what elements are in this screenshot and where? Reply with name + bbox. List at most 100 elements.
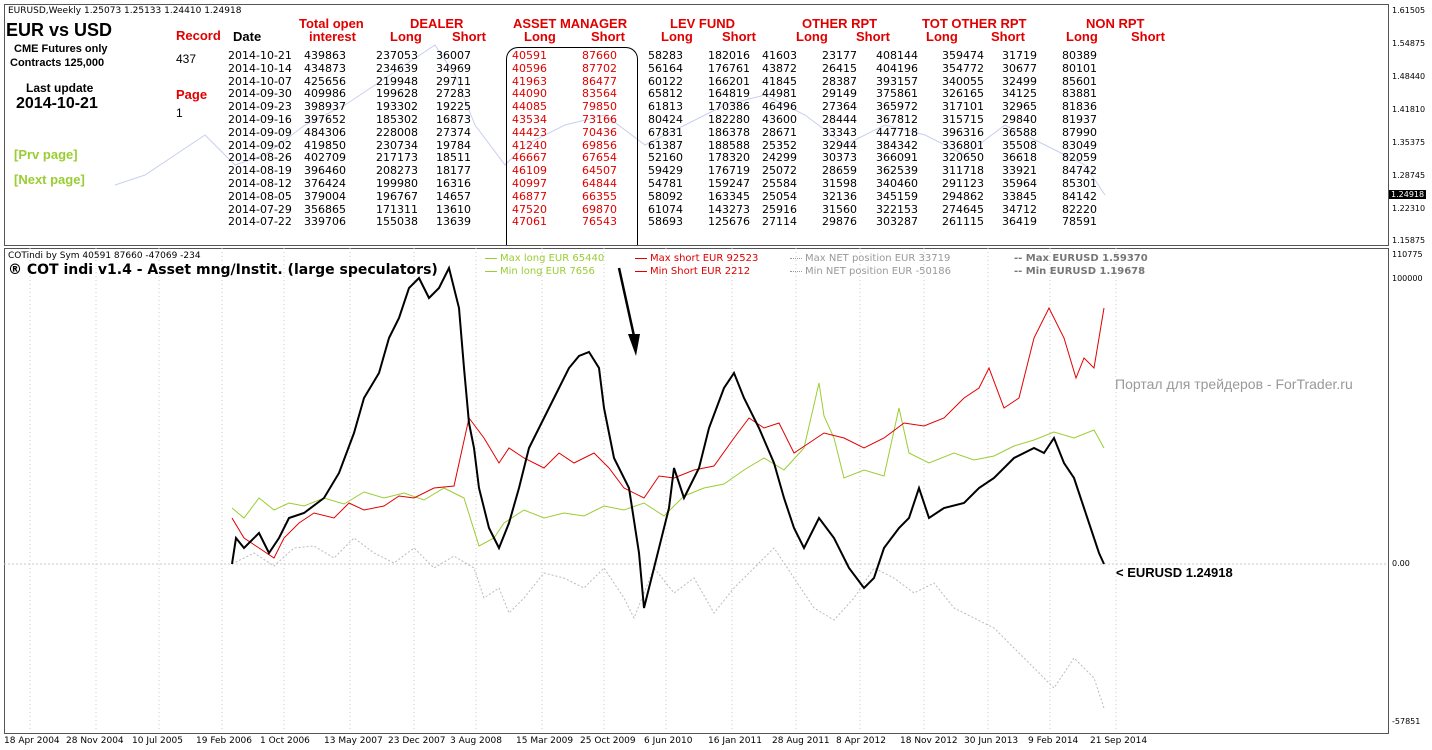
next-page-button[interactable]: [Next page] xyxy=(14,172,85,187)
net-position-line xyxy=(231,537,1105,709)
table-cell: 66355 xyxy=(582,189,617,203)
table-cell: 33343 xyxy=(822,125,857,139)
table-cell: 2014-07-22 xyxy=(228,215,292,229)
table-cell: 43872 xyxy=(762,61,797,75)
indicator-header: COTindi by Sym 40591 87660 -47069 -234 xyxy=(8,251,201,261)
table-cell: 47061 xyxy=(512,215,547,229)
table-cell: 170386 xyxy=(708,100,750,114)
date-tick: 8 Apr 2012 xyxy=(836,736,886,746)
table-cell: 159247 xyxy=(708,176,750,190)
table-row: 2014-07-22 339706 155038 13639 47061 76543 586… xyxy=(228,216,1116,229)
legend-text: Max long EUR 65440 xyxy=(500,253,605,264)
price-tick: 1.22310 xyxy=(1392,204,1426,213)
table-cell: 261115 xyxy=(942,215,984,229)
table-cell: 46496 xyxy=(762,100,797,114)
table-cell: 87990 xyxy=(1062,125,1097,139)
table-cell: 31560 xyxy=(822,202,857,216)
header-dealer: DEALER xyxy=(410,16,464,31)
table-cell: 185302 xyxy=(376,112,418,126)
table-cell: 30677 xyxy=(1002,61,1037,75)
table-cell: 396316 xyxy=(942,125,984,139)
table-cell: 36419 xyxy=(1002,215,1037,229)
header-total-open-2: interest xyxy=(309,29,356,44)
table-cell: 31598 xyxy=(822,176,857,190)
header-date: Date xyxy=(233,29,262,44)
table-cell: 32136 xyxy=(822,189,857,203)
table-cell: 182280 xyxy=(708,112,750,126)
table-cell: 2014-08-12 xyxy=(228,176,292,190)
table-cell: 176719 xyxy=(708,164,750,178)
table-row: 2014-09-23 398937 193302 19225 44085 79850 618… xyxy=(228,100,1116,114)
table-cell: 303287 xyxy=(876,215,918,229)
table-cell: 82059 xyxy=(1062,151,1097,165)
table-cell: 34125 xyxy=(1002,87,1037,101)
table-cell: 166201 xyxy=(708,74,750,88)
table-cell: 83881 xyxy=(1062,87,1097,101)
header-dealer-long: Long xyxy=(390,29,422,44)
table-cell: 67831 xyxy=(648,125,683,139)
table-cell: 219948 xyxy=(376,74,418,88)
table-cell: 404196 xyxy=(876,61,918,75)
date-tick: 13 May 2007 xyxy=(324,736,383,746)
header-other-rpt: OTHER RPT xyxy=(802,16,878,31)
legend-max-short: Max short EUR 92523 xyxy=(635,253,758,264)
table-cell: 18177 xyxy=(436,164,471,178)
table-cell: 16316 xyxy=(436,176,471,190)
table-cell: 163345 xyxy=(708,189,750,203)
table-cell: 217173 xyxy=(376,151,418,165)
table-cell: 79850 xyxy=(582,100,617,114)
table-cell: 34712 xyxy=(1002,202,1037,216)
table-cell: 36007 xyxy=(436,49,471,62)
chart-header: EURUSD,Weekly 1.25073 1.25133 1.24410 1.… xyxy=(8,6,242,16)
table-cell: 362539 xyxy=(876,164,918,178)
table-cell: 80101 xyxy=(1062,61,1097,75)
table-cell: 182016 xyxy=(708,49,750,62)
price-tick: 1.54875 xyxy=(1392,39,1426,48)
table-cell: 434873 xyxy=(304,61,346,75)
indicator-chart-svg xyxy=(4,248,1387,732)
header-non-short: Short xyxy=(1131,29,1165,44)
legend-line-icon xyxy=(485,257,497,259)
table-cell: 2014-09-23 xyxy=(228,100,292,114)
header-dealer-short: Short xyxy=(452,29,486,44)
indicator-tick: 0.00 xyxy=(1392,559,1410,568)
prev-page-button[interactable]: [Prv page] xyxy=(14,147,78,162)
table-cell: 25916 xyxy=(762,202,797,216)
table-cell: 396460 xyxy=(304,164,346,178)
table-cell: 2014-09-02 xyxy=(228,138,292,152)
table-cell: 41603 xyxy=(762,49,797,62)
table-cell: 61074 xyxy=(648,202,683,216)
table-cell: 25054 xyxy=(762,189,797,203)
table-cell: 34969 xyxy=(436,61,471,75)
table-cell: 317101 xyxy=(942,100,984,114)
price-chart-panel[interactable] xyxy=(4,4,1389,246)
price-tick: 1.41810 xyxy=(1392,105,1426,114)
table-cell: 84142 xyxy=(1062,189,1097,203)
table-cell: 41963 xyxy=(512,74,547,88)
table-cell: 33921 xyxy=(1002,164,1037,178)
table-cell: 73166 xyxy=(582,112,617,126)
last-update-value: 2014-10-21 xyxy=(16,95,98,112)
table-cell: 208273 xyxy=(376,164,418,178)
price-tick: 1.35375 xyxy=(1392,138,1426,147)
table-cell: 85601 xyxy=(1062,74,1097,88)
table-cell: 82220 xyxy=(1062,202,1097,216)
table-cell: 393157 xyxy=(876,74,918,88)
table-cell: 29711 xyxy=(436,74,471,88)
table-cell: 28387 xyxy=(822,74,857,88)
table-cell: 2014-08-19 xyxy=(228,164,292,178)
arrow-annotation xyxy=(617,267,640,356)
table-cell: 59429 xyxy=(648,164,683,178)
table-cell: 44090 xyxy=(512,87,547,101)
legend-value: -50186 xyxy=(915,266,951,277)
table-cell: 69856 xyxy=(582,138,617,152)
legend-text: Max NET position EUR xyxy=(805,253,916,264)
subtitle-futures: CME Futures only xyxy=(14,43,108,55)
table-cell: 326165 xyxy=(942,87,984,101)
table-cell: 2014-10-07 xyxy=(228,74,292,88)
price-tick: 1.15875 xyxy=(1392,236,1426,245)
table-cell: 27283 xyxy=(436,87,471,101)
eurusd-marker: < EURUSD 1.24918 xyxy=(1116,565,1233,580)
price-tick: 1.28745 xyxy=(1392,171,1426,180)
date-tick: 10 Jul 2005 xyxy=(132,736,183,746)
